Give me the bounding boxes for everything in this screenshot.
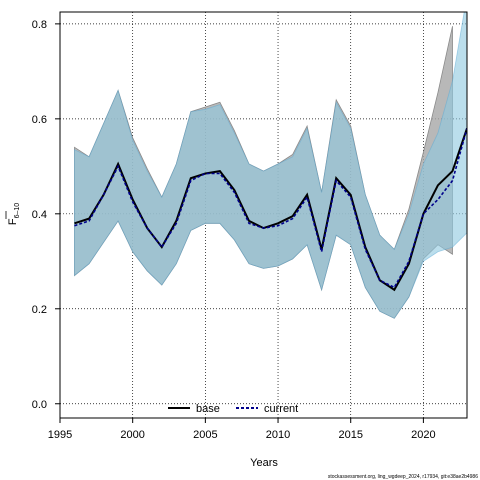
y-tick-label: 0.2 <box>32 304 47 316</box>
x-tick-label: 2010 <box>266 429 290 441</box>
plot-frame <box>59 11 468 419</box>
legend-base-label: base <box>196 403 220 415</box>
current-confidence-band <box>74 12 467 319</box>
x-axis-title: Years <box>250 457 278 469</box>
base-series-line <box>74 127 467 292</box>
x-tick-label: 2000 <box>120 429 144 441</box>
legend: base current <box>168 403 298 415</box>
y-axis-title-main: F <box>7 218 19 225</box>
x-tick-label: 2020 <box>411 429 435 441</box>
y-axis-title-subscript: 6–10 <box>14 203 21 219</box>
footer-credit: stockassessment.org, ling_wgdeep_2024, r… <box>328 474 478 480</box>
x-tick-label: 2015 <box>338 429 362 441</box>
y-tick-label: 0.0 <box>32 399 47 411</box>
y-tick-label: 0.6 <box>32 114 47 126</box>
y-tick-label: 0.4 <box>32 209 47 221</box>
x-tick-label: 2005 <box>193 429 217 441</box>
x-tick-label: 1995 <box>48 429 72 441</box>
y-axis: 0.0 0.2 0.4 0.6 0.8 <box>32 19 60 411</box>
legend-current-label: current <box>264 403 298 415</box>
x-axis: 1995 2000 2005 2010 2015 2020 <box>48 418 436 441</box>
y-tick-label: 0.8 <box>32 19 47 31</box>
y-axis-title: F6–10 <box>5 203 21 225</box>
svg-text:F6–10: F6–10 <box>7 203 21 225</box>
current-series-line <box>74 128 467 289</box>
